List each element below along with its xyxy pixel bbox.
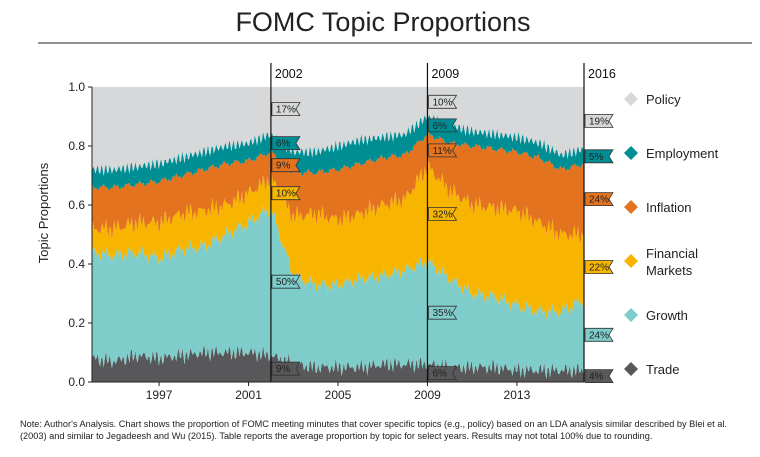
- annotation-tag: 6%: [428, 366, 458, 381]
- legend-label: Policy: [646, 92, 681, 107]
- legend-swatch: [624, 254, 638, 268]
- legend-label: Inflation: [646, 200, 692, 215]
- annotation-tag: 19%: [584, 114, 614, 128]
- legend-item-employment: Employment: [624, 146, 719, 161]
- area-financial-markets: [92, 161, 584, 320]
- annotation-tag-label: 6%: [432, 369, 447, 380]
- annotation-tag-bg: [428, 366, 458, 381]
- x-tick-label: 2013: [504, 388, 531, 402]
- annotation-tag-bg: [584, 149, 614, 164]
- annotation-tag-label: 35%: [432, 308, 452, 319]
- area-trade: [92, 345, 584, 382]
- annotation-tag-bg: [428, 94, 458, 109]
- annotation-tag: 32%: [428, 206, 458, 221]
- legend-item-inflation: Inflation: [624, 200, 692, 215]
- annotation-tag: 5%: [584, 149, 614, 164]
- legend-item-trade: Trade: [624, 362, 679, 377]
- y-tick-label: 1.0: [68, 80, 85, 94]
- annotation-tag-bg: [584, 260, 614, 274]
- annotation-tag-label: 50%: [276, 277, 296, 288]
- year-marker-label: 2016: [588, 67, 616, 81]
- legend-swatch: [624, 200, 638, 214]
- legend-swatch: [624, 92, 638, 106]
- annotation-tag-label: 32%: [432, 209, 452, 220]
- annotation-tag-bg: [584, 192, 614, 207]
- annotation-tag-bg: [428, 143, 458, 158]
- y-tick-label: 0.4: [68, 257, 85, 271]
- y-tick-label: 0.2: [68, 316, 85, 330]
- annotation-tag: 6%: [271, 136, 301, 151]
- annotation-tag-label: 6%: [432, 121, 447, 132]
- legend-swatch: [624, 308, 638, 322]
- annotation-tag-bg: [584, 369, 614, 384]
- legend-label: Employment: [646, 146, 719, 161]
- chart-note: Note: Author's Analysis. Chart shows the…: [20, 419, 727, 441]
- annotation-tag-label: 19%: [589, 116, 609, 127]
- annotation-tag: 10%: [271, 186, 301, 201]
- annotation-tag: 9%: [271, 158, 301, 173]
- annotation-tag: 24%: [584, 192, 614, 207]
- annotation-tag-bg: [428, 305, 458, 320]
- annotation-tag-bg: [428, 206, 458, 221]
- legend-label: Trade: [646, 362, 679, 377]
- y-tick-label: 0.6: [68, 198, 85, 212]
- annotation-tag: 24%: [584, 327, 614, 342]
- annotation-tag-label: 9%: [276, 161, 291, 172]
- annotation-tag-bg: [271, 158, 301, 173]
- year-marker-label: 2009: [431, 67, 459, 81]
- area-employment: [92, 114, 584, 191]
- annotation-tag-label: 22%: [589, 262, 609, 273]
- legend-item-policy: Policy: [624, 92, 681, 107]
- fomc-area-chart: FOMC Topic Proportions 0.0 0.2 0.4 0.6 0.8 1.…: [36, 7, 752, 402]
- annotation-tag-label: 6%: [276, 139, 291, 150]
- annotation-tag-bg: [271, 361, 301, 376]
- annotation-tag: 4%: [584, 369, 614, 384]
- annotation-tag-bg: [271, 274, 301, 289]
- annotation-tag-label: 24%: [589, 195, 609, 206]
- annotation-tag: 9%: [271, 361, 301, 376]
- annotation-tag: 10%: [428, 94, 458, 109]
- annotation-tag-label: 11%: [432, 146, 451, 157]
- y-tick-label: 0.0: [68, 375, 85, 389]
- legend-label: Financial Markets: [646, 246, 698, 278]
- area-policy: [92, 87, 584, 177]
- annotation-tag-label: 4%: [589, 372, 604, 383]
- annotation-tag: 11%: [428, 143, 458, 158]
- annotation-tag: 22%: [584, 260, 614, 274]
- x-tick-label: 2009: [414, 388, 441, 402]
- x-tick-label: 2005: [325, 388, 352, 402]
- year-marker-label: 2002: [275, 67, 303, 81]
- annotation-tag-label: 9%: [276, 364, 291, 375]
- annotation-tag-label: 24%: [589, 330, 609, 341]
- annotation-tag: 50%: [271, 274, 301, 289]
- x-tick-label: 1997: [146, 388, 173, 402]
- y-axis-label: Topic Proportions: [36, 162, 51, 263]
- legend: Policy Employment Inflation Financial Market…: [624, 92, 719, 377]
- x-tick-label: 2001: [235, 388, 262, 402]
- annotation-tag-bg: [584, 327, 614, 342]
- chart-title: FOMC Topic Proportions: [235, 7, 530, 37]
- annotation-tag-bg: [271, 136, 301, 151]
- plot-area: 0.0 0.2 0.4 0.6 0.8 1.0 1997 2001 2005 2009 2013 20…: [68, 63, 616, 402]
- annotation-tag-label: 10%: [432, 97, 452, 108]
- legend-item-growth: Growth: [624, 308, 688, 323]
- annotation-tag-bg: [584, 114, 614, 128]
- annotation-tag-bg: [428, 118, 458, 133]
- area-inflation: [92, 131, 584, 245]
- annotation-tag-bg: [271, 102, 301, 116]
- annotation-tag-label: 17%: [276, 105, 296, 116]
- legend-label: Growth: [646, 308, 688, 323]
- annotation-tag-label: 10%: [276, 189, 296, 200]
- area-growth: [92, 205, 584, 379]
- annotation-tag: 35%: [428, 305, 458, 320]
- annotation-tag: 17%: [271, 102, 301, 116]
- y-tick-label: 0.8: [68, 139, 85, 153]
- annotation-tag-label: 5%: [589, 152, 604, 163]
- legend-swatch: [624, 362, 638, 376]
- legend-item-financial-markets: Financial Markets: [624, 246, 698, 278]
- annotation-tag: 6%: [428, 118, 458, 133]
- legend-swatch: [624, 146, 638, 160]
- annotation-tag-bg: [271, 186, 301, 201]
